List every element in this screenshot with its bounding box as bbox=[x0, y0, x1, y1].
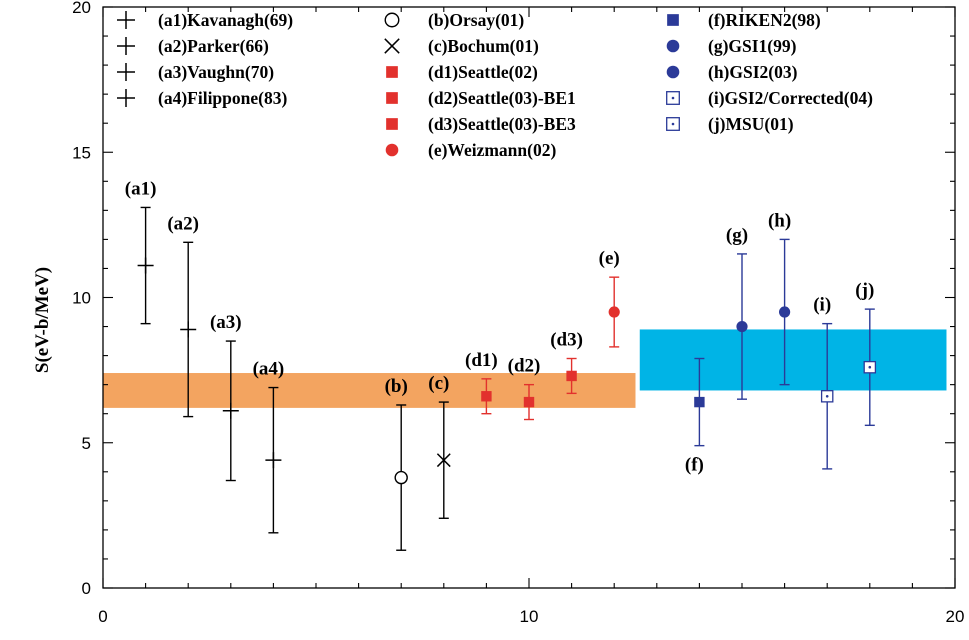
legend-marker-d2 bbox=[384, 38, 400, 54]
legend-label: (j)MSU(01) bbox=[708, 114, 794, 134]
point-marker-dot bbox=[825, 394, 829, 398]
point-marker bbox=[523, 396, 535, 408]
point-label: (d3) bbox=[550, 330, 583, 351]
legend-entry: (g)GSI1(99) bbox=[666, 36, 797, 56]
legend-marker bbox=[384, 12, 400, 28]
legend-marker bbox=[667, 14, 679, 26]
legend-label: (i)GSI2/Corrected(04) bbox=[708, 88, 873, 108]
x-tick-label: 0 bbox=[98, 607, 107, 626]
legend-marker bbox=[386, 118, 398, 130]
data-point: (b) bbox=[385, 376, 408, 551]
legend-entry: (a1)Kavanagh(69) bbox=[117, 10, 293, 30]
point-label: (a3) bbox=[210, 312, 242, 333]
legend-marker bbox=[386, 66, 398, 78]
legend-entry: (b)Orsay(01) bbox=[384, 10, 524, 30]
data-point: (a2) bbox=[167, 213, 199, 418]
band-2 bbox=[639, 329, 947, 391]
data-point: (a3) bbox=[210, 312, 242, 482]
legend-label: (d2)Seattle(03)-BE1 bbox=[428, 88, 576, 108]
point-label: (a1) bbox=[125, 178, 157, 199]
legend-label: (e)Weizmann(02) bbox=[428, 140, 556, 160]
point-label: (j) bbox=[855, 280, 874, 301]
data-point: (c) bbox=[428, 373, 451, 519]
point-marker bbox=[481, 391, 492, 402]
legend-marker bbox=[666, 39, 680, 53]
legend-entry: (e)Weizmann(02) bbox=[385, 140, 556, 160]
point-marker bbox=[608, 306, 620, 318]
y-tick-label: 10 bbox=[72, 289, 91, 308]
point-label: (a4) bbox=[253, 359, 285, 380]
point-label: (g) bbox=[726, 225, 748, 246]
point-label: (e) bbox=[599, 248, 620, 269]
legend-marker bbox=[386, 92, 398, 104]
point-label: (a2) bbox=[167, 213, 199, 234]
legend-entry: (a2)Parker(66) bbox=[117, 36, 269, 56]
data-point: (a1) bbox=[125, 178, 157, 325]
legend-entry: (c)Bochum(01) bbox=[384, 36, 539, 56]
legend-label: (b)Orsay(01) bbox=[428, 10, 524, 30]
point-marker bbox=[736, 320, 748, 333]
bands-layer bbox=[103, 329, 947, 408]
legend-label: (c)Bochum(01) bbox=[428, 36, 539, 56]
legend-marker bbox=[385, 143, 399, 157]
legend-entry: (i)GSI2/Corrected(04) bbox=[666, 88, 873, 108]
legend-label: (a1)Kavanagh(69) bbox=[158, 10, 293, 30]
legend-entry: (j)MSU(01) bbox=[666, 114, 794, 134]
legend-marker bbox=[666, 65, 680, 79]
legend-entry: (d2)Seattle(03)-BE1 bbox=[386, 88, 576, 108]
data-point: (a4) bbox=[253, 359, 285, 534]
data-point: (d3) bbox=[550, 330, 583, 395]
legend-marker-dot bbox=[671, 122, 675, 126]
data-point: (e) bbox=[599, 248, 620, 348]
point-label: (d2) bbox=[508, 356, 541, 377]
data-point: (j) bbox=[855, 280, 877, 427]
band-1 bbox=[103, 373, 636, 408]
y-tick-label: 15 bbox=[72, 143, 91, 162]
point-label: (h) bbox=[768, 210, 791, 231]
data-points: (a1) (a2) (a3) (a4) (b) (c) (d1) (d2) (d3) (e) (f)… bbox=[125, 178, 877, 551]
y-tick-label: 5 bbox=[82, 434, 91, 453]
point-label: (c) bbox=[428, 373, 449, 394]
point-marker bbox=[694, 396, 705, 408]
axis-ticks: 0 10 20 0 5 10 15 20 bbox=[72, 0, 964, 626]
point-marker-d2 bbox=[436, 453, 451, 468]
legend-entry: (a3)Vaughn(70) bbox=[117, 62, 274, 82]
legend: (a1)Kavanagh(69) (a2)Parker(66) (a3)Vaughn… bbox=[117, 10, 873, 160]
y-tick-label: 0 bbox=[82, 579, 91, 598]
x-tick-label: 10 bbox=[520, 607, 539, 626]
legend-label: (g)GSI1(99) bbox=[708, 36, 797, 56]
legend-entry: (d1)Seattle(02) bbox=[386, 62, 538, 82]
point-label: (f) bbox=[685, 455, 704, 476]
y-axis-title: S(eV-b/MeV) bbox=[32, 267, 53, 373]
legend-label: (d3)Seattle(03)-BE3 bbox=[428, 114, 576, 134]
legend-entry: (d3)Seattle(03)-BE3 bbox=[386, 114, 576, 134]
legend-label: (a4)Filippone(83) bbox=[158, 88, 287, 108]
legend-label: (d1)Seattle(02) bbox=[428, 62, 538, 82]
point-label: (i) bbox=[813, 295, 831, 316]
point-label: (d1) bbox=[465, 350, 498, 371]
legend-marker-dot bbox=[671, 96, 675, 100]
point-marker bbox=[566, 370, 577, 382]
legend-entry: (a4)Filippone(83) bbox=[117, 88, 287, 108]
point-marker bbox=[779, 306, 791, 318]
x-tick-label: 20 bbox=[946, 607, 965, 626]
data-point: (g) bbox=[726, 225, 748, 400]
y-tick-label: 20 bbox=[72, 0, 91, 17]
legend-label: (a3)Vaughn(70) bbox=[158, 62, 274, 82]
data-point: (d1) bbox=[465, 350, 498, 415]
data-point: (i) bbox=[813, 295, 834, 470]
legend-label: (a2)Parker(66) bbox=[158, 36, 269, 56]
data-point: (f) bbox=[685, 357, 705, 476]
point-marker-dot bbox=[868, 365, 872, 369]
legend-label: (f)RIKEN2(98) bbox=[708, 10, 821, 30]
legend-entry: (f)RIKEN2(98) bbox=[667, 10, 821, 30]
legend-entry: (h)GSI2(03) bbox=[666, 62, 798, 82]
legend-label: (h)GSI2(03) bbox=[708, 62, 798, 82]
point-label: (b) bbox=[385, 376, 408, 397]
data-point: (h) bbox=[768, 210, 791, 386]
data-point: (d2) bbox=[508, 356, 541, 421]
point-marker bbox=[394, 470, 408, 485]
